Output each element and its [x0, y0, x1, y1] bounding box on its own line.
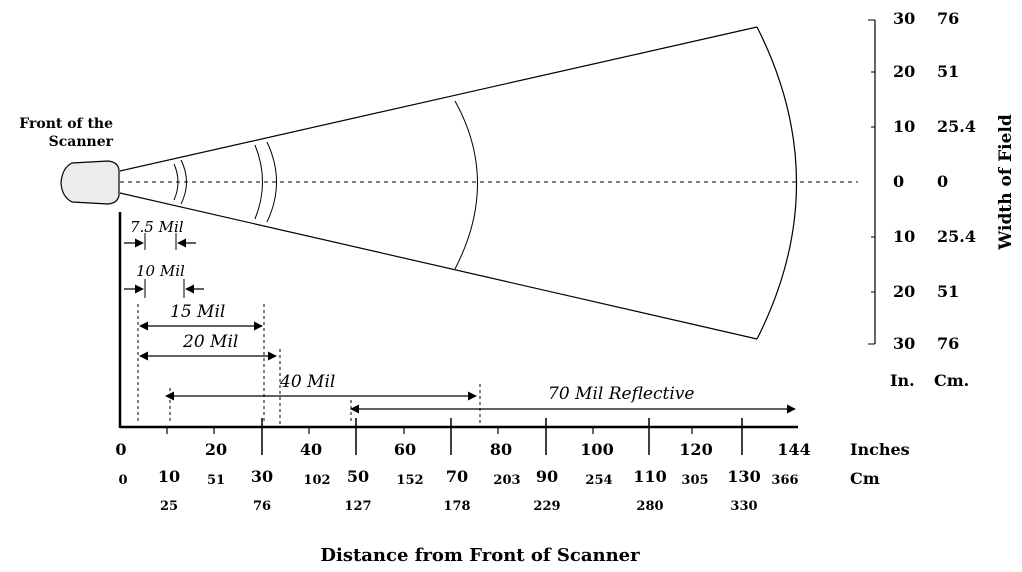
- inch-tick-label-odd: 50: [347, 467, 369, 486]
- width-inch-label: 0: [893, 172, 904, 191]
- inch-tick-label: 120: [679, 440, 712, 459]
- inch-tick-label: 0: [115, 440, 126, 459]
- distance-inch-labels: 0 20 40 60 80 100 120 144 10 30 50 70 90…: [115, 440, 810, 486]
- range-label-40-mil: 40 Mil: [279, 372, 335, 392]
- cm-tick-label: 254: [585, 473, 612, 488]
- cm-tick-label-row2: 280: [636, 499, 663, 514]
- inch-tick-label: 144: [777, 440, 810, 459]
- inch-tick-label-odd: 130: [727, 467, 760, 486]
- scan-beam-cone: [119, 26, 858, 340]
- distance-axis: [118, 212, 798, 455]
- distance-unit-inches: Inches: [850, 440, 910, 459]
- width-cm-label: 0: [937, 172, 948, 191]
- cm-tick-label-row2: 229: [533, 499, 560, 514]
- width-inch-label: 10: [893, 117, 915, 136]
- range-label-70-mil-reflective: 70 Mil Reflective: [548, 384, 694, 404]
- cm-tick-label: 0: [118, 473, 127, 488]
- range-label-20-mil: 20 Mil: [182, 332, 238, 352]
- scanner-head-icon: [60, 160, 120, 205]
- cm-tick-label-row2: 127: [344, 499, 371, 514]
- width-unit-inches: In.: [890, 371, 915, 390]
- distance-axis-title: Distance from Front of Scanner: [320, 545, 640, 566]
- width-cm-label: 51: [937, 282, 959, 301]
- scanner-label-line1: Front of the: [19, 116, 113, 132]
- inch-tick-label: 20: [205, 440, 227, 459]
- distance-cm-labels: 0 51 102 152 203 254 305 366 25 76 127 1…: [118, 473, 798, 514]
- cm-tick-label-row2: 76: [253, 499, 271, 514]
- width-inch-label: 20: [893, 62, 915, 81]
- cm-tick-label: 102: [303, 473, 330, 488]
- inch-tick-label-odd: 90: [536, 467, 558, 486]
- width-inch-label: 30: [893, 9, 915, 28]
- inch-tick-label: 80: [490, 440, 512, 459]
- range-label-7-5-mil: 7.5 Mil: [130, 218, 184, 236]
- width-cm-label: 25.4: [937, 117, 976, 136]
- range-indicators: 7.5 Mil 10 Mil 15 Mil 20 Mil 40 Mil 70 M…: [124, 218, 796, 424]
- scanner-label-line2: Scanner: [49, 134, 114, 150]
- inch-tick-label-odd: 30: [251, 467, 273, 486]
- cm-tick-label-row2: 25: [160, 499, 178, 514]
- inch-tick-label: 60: [394, 440, 416, 459]
- cm-tick-label: 366: [771, 473, 798, 488]
- depth-of-field-arcs: [173, 100, 478, 270]
- inch-tick-label-odd: 110: [633, 467, 666, 486]
- cm-tick-label: 305: [681, 473, 708, 488]
- distance-unit-cm: Cm: [850, 469, 880, 488]
- width-axis-title: Width of Field: [996, 114, 1016, 251]
- inch-tick-label-odd: 70: [446, 467, 468, 486]
- width-cm-label: 76: [937, 334, 959, 353]
- cm-tick-label-row2: 330: [730, 499, 757, 514]
- width-inch-label: 20: [893, 282, 915, 301]
- width-inch-label: 30: [893, 334, 915, 353]
- range-label-10-mil: 10 Mil: [136, 262, 185, 280]
- width-cm-labels: 76 51 25.4 0 25.4 51 76: [937, 9, 976, 353]
- width-cm-label: 51: [937, 62, 959, 81]
- width-cm-label: 76: [937, 9, 959, 28]
- cm-tick-label: 51: [207, 473, 225, 488]
- width-unit-cm: Cm.: [934, 371, 969, 390]
- width-inch-label: 10: [893, 227, 915, 246]
- cm-tick-label: 203: [493, 473, 520, 488]
- inch-tick-label: 100: [580, 440, 613, 459]
- width-cm-label: 25.4: [937, 227, 976, 246]
- cm-tick-label: 152: [396, 473, 423, 488]
- width-inch-labels: 30 20 10 0 10 20 30: [893, 9, 915, 353]
- range-label-15-mil: 15 Mil: [170, 302, 225, 322]
- cm-tick-label-row2: 178: [443, 499, 470, 514]
- inch-tick-label: 40: [300, 440, 322, 459]
- width-of-field-scale: [868, 19, 876, 345]
- inch-tick-label-odd: 10: [158, 467, 180, 486]
